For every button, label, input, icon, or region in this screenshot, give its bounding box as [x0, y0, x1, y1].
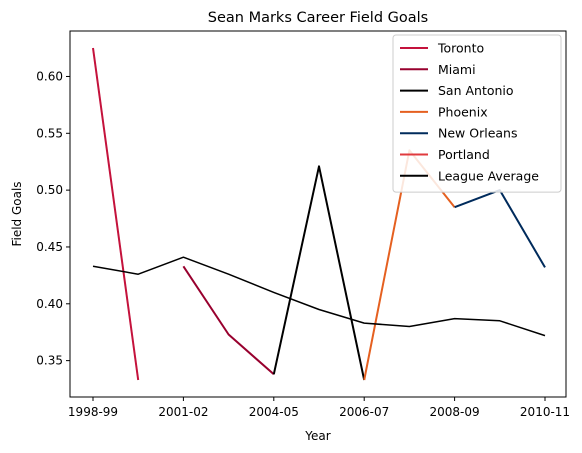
series-line-league-average [92, 256, 546, 337]
legend-item: San Antonio [400, 83, 514, 98]
legend-label: Miami [438, 62, 476, 77]
x-tick-label: 2006-07 [339, 405, 389, 419]
x-tick-label: 2008-09 [430, 405, 480, 419]
legend-item: Toronto [400, 41, 484, 56]
x-tick-label: 2001-02 [158, 405, 208, 419]
series-line-san-antonio [272, 165, 366, 381]
y-tick-label: 0.35 [36, 354, 63, 368]
legend: Toronto Miami San Antonio Phoenix New Orlean… [392, 34, 562, 193]
x-tick-label: 2004-05 [249, 405, 299, 419]
legend-item: Portland [400, 147, 490, 162]
legend-item: Phoenix [400, 104, 488, 119]
y-tick-label: 0.50 [36, 183, 63, 197]
series-line-miami [182, 265, 275, 376]
legend-label: Phoenix [438, 104, 488, 119]
y-tick-label: 0.55 [36, 126, 63, 140]
legend-item: New Orleans [400, 126, 517, 141]
legend-label: League Average [438, 168, 539, 183]
x-axis: 1998-99 2001-02 2004-05 2006-07 2008-09 2010-… [68, 397, 570, 419]
series-line-new-orleans [454, 189, 546, 268]
chart-title: Sean Marks Career Field Goals [208, 10, 428, 26]
y-tick-label: 0.40 [36, 297, 63, 311]
legend-label: San Antonio [438, 83, 514, 98]
y-tick-label: 0.45 [36, 240, 63, 254]
x-tick-label: 1998-99 [68, 405, 118, 419]
legend-item: League Average [400, 168, 539, 183]
plot-frame [69, 30, 567, 398]
legend-label: Portland [438, 147, 490, 162]
plot-area [69, 30, 567, 398]
y-axis-label: Field Goals [10, 181, 24, 246]
x-axis-label: Year [304, 429, 330, 443]
legend-label: Toronto [437, 41, 484, 56]
x-tick-label: 2010-11 [520, 405, 570, 419]
series-line-toronto [92, 47, 140, 381]
legend-box [392, 34, 562, 193]
y-axis: 0.35 0.40 0.45 0.50 0.55 0.60 [36, 69, 70, 368]
legend-label: New Orleans [438, 126, 517, 141]
y-tick-label: 0.60 [36, 69, 63, 83]
legend-item: Miami [400, 62, 476, 77]
